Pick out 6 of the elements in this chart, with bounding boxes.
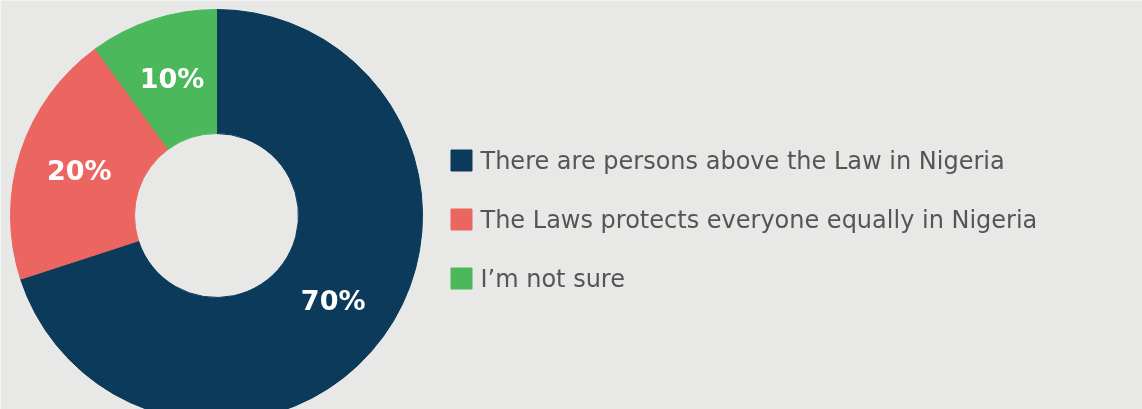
data-label: 70% [300,284,366,316]
legend-label: The Laws protects everyone equally in Nigeria [479,205,1038,234]
legend-label: There are persons above the Law in Nigeria [479,146,1005,175]
legend-label: I’m not sure [480,264,625,293]
data-label: 20% [47,155,112,187]
data-label: 10% [139,62,205,94]
